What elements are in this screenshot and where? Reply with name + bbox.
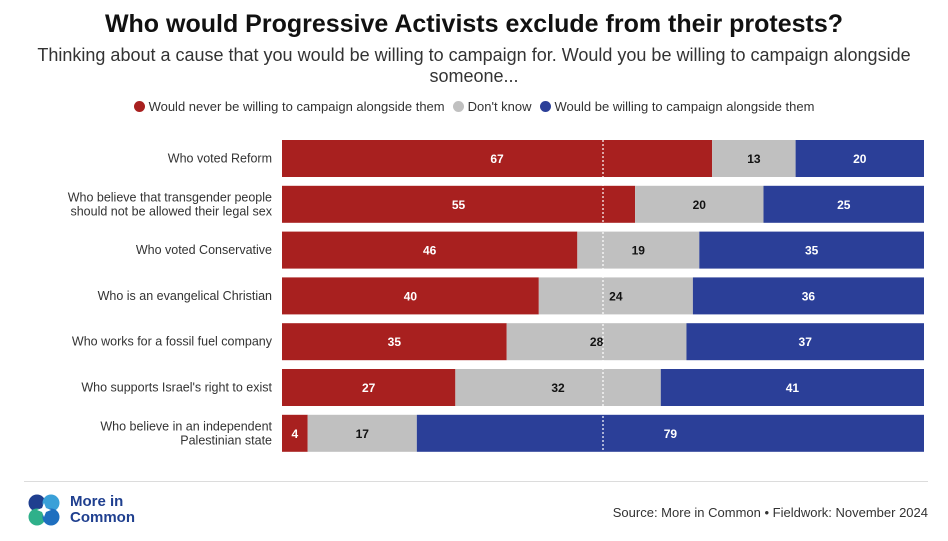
bar-segment [282,140,713,177]
legend-label-dont-know: Don't know [467,99,532,114]
legend-label-willing: Would be willing to campaign alongside t… [554,99,815,114]
legend-item-dont-know: Don't know [452,99,532,114]
bar-segment [506,323,687,361]
chart-subtitle: Thinking about a cause that you would be… [37,45,911,86]
bar-value-label: 17 [356,427,370,441]
bar-segment [763,185,924,223]
bar-value-label: 41 [786,381,800,395]
bar-segment [282,277,539,315]
category-label: Who believe in an independent Palestinian… [100,419,272,447]
bar-value-label: 24 [609,289,623,303]
bar-value-label: 20 [853,152,867,166]
bar-segment [577,231,700,269]
bar-value-label: 4 [291,427,298,441]
bar-value-label: 25 [837,198,851,212]
bar-segment [282,369,456,406]
bar-segment [686,323,924,361]
category-label: Who supports Israel's right to exist [81,381,272,395]
bar-value-label: 46 [423,244,437,258]
bar-value-label: 79 [664,427,678,441]
category-label: Who is an evangelical Christian [98,289,272,303]
bar-value-label: 37 [799,335,813,349]
bar-value-label: 27 [362,381,376,395]
source-note: Source: More in Common • Fieldwork: Nove… [612,505,928,520]
bar-segment [307,414,417,452]
bar-value-label: 40 [404,289,418,303]
bar-value-label: 36 [802,289,816,303]
bar-segment [282,185,636,223]
bar-segment [282,231,578,269]
category-label: Who voted Conservative [136,243,272,257]
legend: Would never be willing to campaign along… [0,99,948,114]
more-in-common-logo: More in Common [26,492,135,528]
bar-value-label: 67 [490,152,504,166]
bar-segment [692,277,924,315]
bar-segment [282,414,308,452]
logo-line-1: More in [70,493,124,510]
bar-segment [795,140,924,177]
legend-swatch-dont-know [452,101,464,112]
bar-value-label: 35 [805,244,819,258]
bar-value-label: 19 [632,244,646,258]
bar-value-label: 35 [388,335,402,349]
logo-wordmark: More in Common [70,494,135,526]
legend-label-never: Would never be willing to campaign along… [148,99,445,114]
bar-segment [455,369,661,406]
legend-swatch-willing [539,101,551,112]
stacked-bar-chart: Who voted Reform 67 13 20 Who believe that t… [68,140,924,452]
bar-value-label: 28 [590,335,604,349]
bar-segment [416,414,924,452]
bar-value-label: 13 [747,152,761,166]
bar-value-label: 32 [551,381,565,395]
logo-mark-icon [28,494,60,526]
bar-value-label: 20 [693,198,707,212]
legend-swatch-never [133,101,145,112]
logo-line-2: Common [70,509,135,526]
category-label: Who voted Reform [168,152,272,166]
bar-segment [699,231,924,269]
legend-item-never: Would never be willing to campaign along… [133,99,445,114]
bar-value-label: 55 [452,198,466,212]
category-label: Who works for a fossil fuel company [72,335,273,349]
bar-segment [282,323,507,361]
bar-segment [712,140,796,177]
bar-segment [538,277,693,315]
bar-segment [660,369,924,406]
legend-item-willing: Would be willing to campaign alongside t… [539,99,815,114]
category-label: Who believe that transgender people shoul… [68,190,273,218]
bar-segment [635,185,764,223]
chart-title: Who would Progressive Activists exclude … [104,10,844,38]
footer-divider [24,481,928,482]
